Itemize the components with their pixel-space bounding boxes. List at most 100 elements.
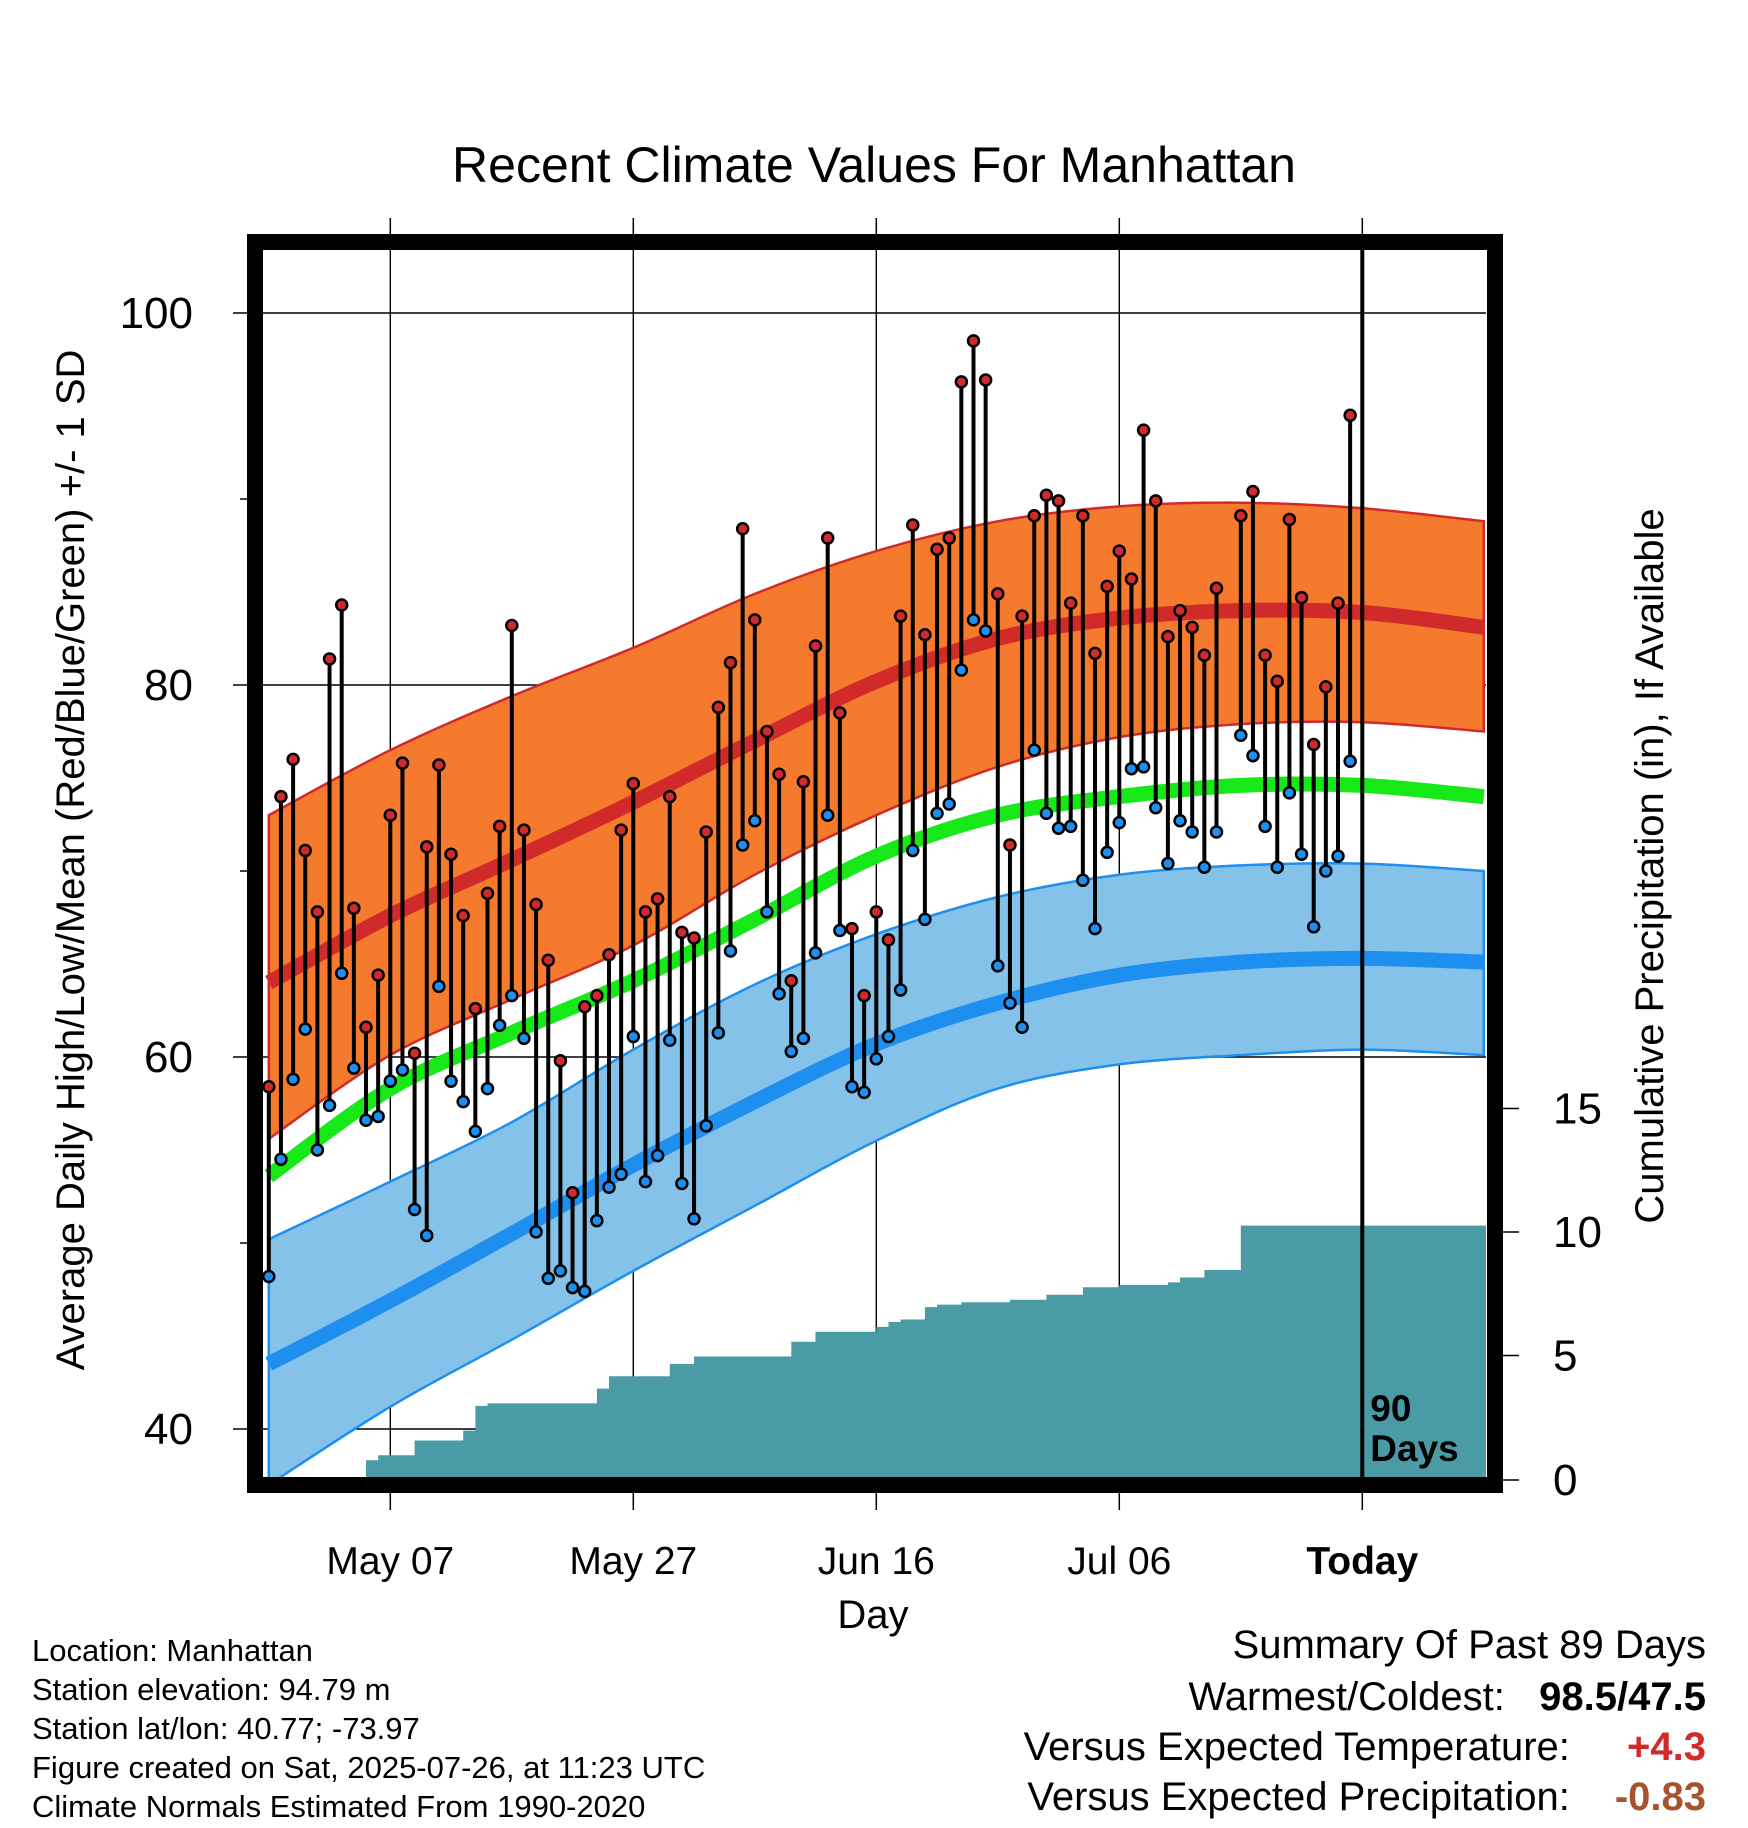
daily-low-point	[407, 1202, 422, 1217]
daily-high-point	[444, 847, 458, 862]
daily-high-point	[1258, 648, 1272, 662]
daily-low-point	[1246, 748, 1260, 763]
daily-high-point	[626, 776, 641, 791]
low-sd-band	[267, 861, 1486, 1480]
daily-high-point	[881, 933, 896, 947]
daily-high-point	[1343, 408, 1357, 423]
daily-low-point	[930, 806, 944, 821]
daily-high-point	[1319, 680, 1333, 694]
daily-low-point	[820, 808, 835, 822]
precip-value: -0.83	[1614, 1775, 1706, 1819]
daily-high-point	[1294, 590, 1309, 605]
daily-high-point	[918, 628, 932, 642]
daily-high-point	[808, 639, 823, 653]
daily-low-point	[626, 1029, 641, 1044]
daily-high-point	[1100, 579, 1114, 594]
daily-high-point	[857, 988, 871, 1003]
daily-low-point	[723, 944, 738, 958]
y2-axis-label: Cumulative Precipitation (in), If Availa…	[1628, 508, 1672, 1223]
daily-low-point	[1149, 801, 1163, 815]
x-tick-label: Today	[1306, 1540, 1418, 1583]
daily-high-point	[687, 931, 701, 945]
daily-high-point	[1331, 596, 1345, 610]
daily-high-point	[954, 375, 969, 389]
daily-high-point	[1246, 484, 1260, 499]
daily-high-point	[833, 706, 847, 720]
footer-normals: Climate Normals Estimated From 1990-2020	[32, 1789, 646, 1824]
daily-low-point	[383, 1074, 398, 1088]
high-normal-line	[265, 602, 1485, 990]
daily-low-point	[1112, 815, 1127, 830]
daily-low-point	[1051, 821, 1066, 835]
y2-axis-ticks: 0 5 10 15	[1503, 1085, 1602, 1505]
y2-tick-label: 10	[1553, 1208, 1602, 1257]
chart-title: Recent Climate Values For Manhattan	[452, 137, 1296, 193]
daily-high-point	[347, 901, 361, 915]
daily-high-point	[565, 1186, 580, 1200]
daily-low-point	[772, 987, 786, 1001]
daily-high-point	[1209, 581, 1224, 596]
daily-low-point	[274, 1152, 288, 1167]
daily-low-point	[590, 1213, 604, 1228]
y-tick-label: 100	[120, 289, 193, 338]
daily-high-point	[590, 988, 604, 1003]
daily-low-point	[262, 1269, 276, 1284]
daily-low-point	[602, 1180, 616, 1194]
daily-high-point	[675, 925, 689, 940]
daily-low-point	[699, 1119, 713, 1133]
daily-high-point	[1185, 620, 1199, 635]
today-days-word: Days	[1370, 1428, 1458, 1469]
daily-high-point	[1088, 646, 1102, 661]
daily-low-point	[1306, 920, 1321, 934]
daily-high-point	[420, 840, 434, 854]
daily-low-point	[1027, 743, 1041, 757]
daily-low-point	[966, 613, 981, 627]
daily-low-point	[1234, 728, 1248, 742]
daily-low-point	[517, 1031, 531, 1046]
daily-high-point	[796, 774, 811, 789]
daily-high-point	[1197, 648, 1212, 662]
daily-low-point	[881, 1029, 896, 1044]
daily-low-point	[286, 1072, 300, 1087]
daily-low-point	[310, 1143, 325, 1157]
daily-low-point	[1088, 921, 1102, 936]
x-tick-label: May 27	[569, 1540, 697, 1583]
daily-low-point	[505, 988, 519, 1003]
daily-low-point	[735, 838, 750, 852]
daily-low-point	[1161, 856, 1175, 871]
daily-low-point	[347, 1061, 361, 1075]
daily-low-point	[1100, 845, 1114, 860]
daily-high-point	[650, 892, 665, 906]
daily-low-point	[432, 979, 446, 994]
footer-created: Figure created on Sat, 2025-07-26, at 11…	[32, 1750, 706, 1785]
footer-location: Location: Manhattan	[32, 1633, 313, 1668]
precipitation-area	[268, 1225, 1486, 1480]
daily-high-point	[298, 843, 312, 858]
daily-low-point	[893, 983, 908, 997]
x-tick-label: Jul 06	[1067, 1540, 1171, 1583]
footer-elevation: Station elevation: 94.79 m	[32, 1672, 391, 1707]
daily-high-point	[699, 825, 713, 839]
today-days-number: 90	[1370, 1388, 1411, 1429]
daily-high-point	[1173, 603, 1187, 618]
daily-low-point	[1209, 825, 1224, 839]
daily-high-point	[577, 1000, 592, 1014]
x-axis-label: Day	[837, 1593, 908, 1637]
daily-low-point	[1076, 873, 1090, 888]
daily-low-point	[991, 959, 1005, 973]
daily-high-point	[1234, 508, 1248, 523]
daily-high-point	[432, 758, 446, 772]
y2-tick-label: 15	[1553, 1085, 1602, 1134]
daily-low-point	[529, 1225, 543, 1239]
daily-low-point	[796, 1031, 811, 1046]
temp-label: Versus Expected Temperature:	[1023, 1725, 1570, 1769]
daily-low-point	[857, 1085, 871, 1100]
daily-low-point	[492, 1018, 507, 1033]
plot-frame	[247, 234, 1503, 1493]
daily-low-point	[978, 624, 993, 638]
daily-high-point	[869, 905, 884, 919]
daily-low-point	[334, 966, 349, 981]
precip-label: Versus Expected Precipitation:	[1027, 1775, 1570, 1819]
daily-high-point	[1039, 488, 1054, 503]
